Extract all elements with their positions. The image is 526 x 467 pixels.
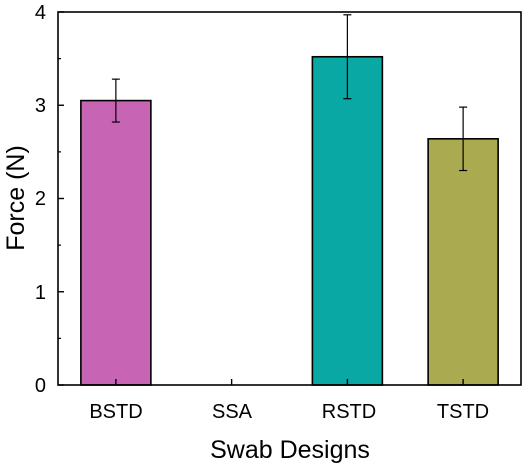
x-tick-label-rstd: RSTD [322, 401, 376, 423]
y-axis-title: Force (N) [2, 145, 30, 251]
x-tick-label-bstd: BSTD [89, 401, 142, 423]
y-tick-label: 3 [35, 95, 46, 117]
y-tick-label: 2 [35, 188, 46, 210]
x-tick-labels: BSTD SSA RSTD TSTD [89, 401, 489, 423]
x-tick-label-tstd: TSTD [437, 401, 489, 423]
y-tick-label: 0 [35, 375, 46, 397]
y-tick-label: 4 [35, 2, 46, 24]
x-tick-label-ssa: SSA [212, 401, 253, 423]
bar-rstd [311, 55, 384, 386]
axes-frame [57, 11, 522, 386]
bar-tstd [427, 138, 499, 386]
y-tick-labels: 0 1 2 3 4 [35, 2, 46, 397]
bar-bstd [80, 99, 152, 386]
y-tick-label: 1 [35, 282, 46, 304]
x-axis-title: Swab Designs [210, 436, 370, 464]
error-bars [111, 14, 468, 172]
bars [80, 55, 499, 386]
